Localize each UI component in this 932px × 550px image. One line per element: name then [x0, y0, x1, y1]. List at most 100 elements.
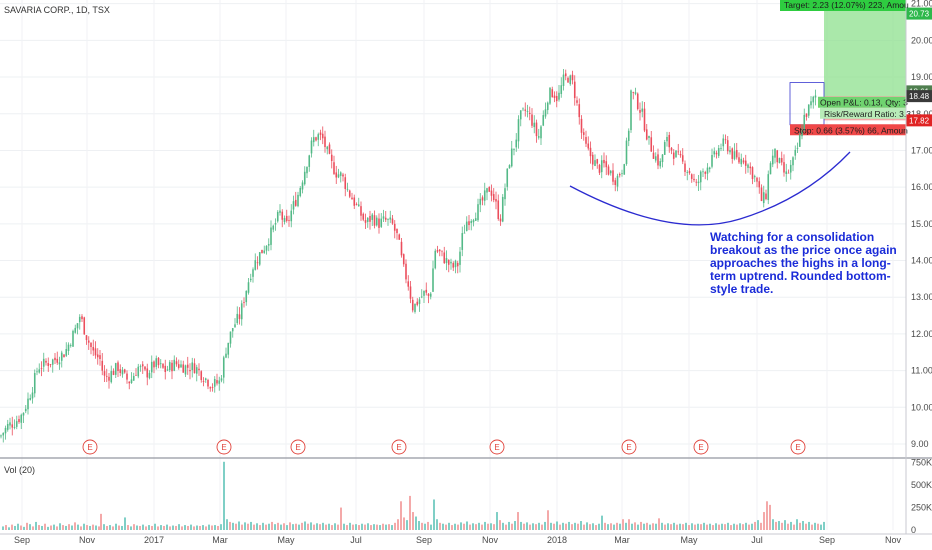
volume-bar	[478, 522, 480, 530]
earnings-marker-label: E	[396, 443, 401, 452]
candle-body	[137, 366, 140, 377]
volume-axis[interactable]: 750K 500K 250K 0	[911, 458, 932, 535]
target-zone[interactable]	[824, 1, 906, 97]
candle-body	[87, 340, 90, 343]
candle-body	[209, 387, 212, 389]
volume-bar	[142, 524, 144, 530]
candle-body	[42, 358, 45, 367]
candle-body	[45, 360, 47, 363]
volume-bar	[244, 522, 246, 530]
volume-bar	[646, 522, 648, 530]
volume-bar	[661, 522, 663, 530]
candle-body	[438, 249, 441, 252]
candle-body	[672, 152, 675, 159]
volume-bar	[298, 524, 300, 530]
price-axis[interactable]: 21.00 20.00 19.00 18.00 17.00 16.00 15.00 14.00…	[911, 0, 932, 449]
volume-bar	[17, 523, 19, 530]
candle-body	[690, 174, 693, 179]
volume-bar	[175, 525, 177, 530]
candle-body	[465, 221, 468, 231]
candle-body	[110, 371, 113, 383]
candle-body	[760, 187, 763, 202]
volume-bar	[466, 521, 468, 530]
candle-body	[74, 327, 77, 333]
earnings-marker[interactable]	[216, 439, 232, 455]
candle-body	[263, 250, 266, 253]
candle-body	[236, 313, 239, 324]
volume-bar	[769, 504, 771, 530]
candle-body	[58, 362, 61, 365]
volume-bar	[616, 522, 618, 530]
candle-body	[326, 146, 329, 150]
earnings-marker[interactable]	[290, 439, 306, 455]
candle-body	[105, 375, 108, 377]
candle-body	[753, 176, 756, 178]
rounded-bottom-curve[interactable]	[569, 151, 851, 226]
candle-body	[211, 387, 214, 388]
volume-bar	[268, 523, 270, 530]
candle-body	[531, 114, 533, 126]
volume-bar	[538, 522, 540, 530]
candle-body	[22, 412, 25, 416]
candle-body	[274, 223, 277, 225]
volume-bar	[757, 520, 759, 530]
candle-body	[564, 73, 567, 77]
time-tick-label: May	[680, 535, 698, 545]
candle-body	[40, 368, 43, 370]
volume-bar	[727, 522, 729, 530]
volume-bar	[295, 523, 297, 530]
candle-body	[389, 217, 392, 220]
candle-body	[114, 363, 117, 375]
candle-body	[81, 316, 83, 320]
candle-body	[227, 342, 230, 355]
volume-bar	[361, 523, 363, 530]
candle-body	[155, 358, 158, 367]
earnings-marker[interactable]	[489, 439, 505, 455]
time-axis[interactable]: Sep Nov 2017 Mar May Jul Sep Nov 2018 Mar May Jul Se…	[14, 535, 902, 545]
candle-body	[252, 269, 254, 277]
volume-bar	[23, 526, 25, 530]
candle-body	[623, 164, 626, 175]
earnings-marker-label: E	[494, 443, 499, 452]
earnings-marker[interactable]	[790, 439, 806, 455]
candle-body	[339, 172, 342, 176]
candle-body	[785, 171, 788, 174]
volume-bar	[703, 522, 705, 530]
price-tick-label: 17.00	[911, 145, 932, 155]
volume-bar	[220, 524, 222, 530]
volume-bar	[358, 525, 360, 530]
trade-annotation[interactable]: Watching for a consolidation breakout as …	[710, 230, 897, 296]
volume-tick-label: 750K	[911, 458, 932, 468]
volume-bar	[100, 513, 102, 530]
volume-bar	[277, 522, 279, 530]
long-position-tool[interactable]	[780, 0, 906, 136]
earnings-marker-label: E	[698, 443, 703, 452]
candle-body	[454, 260, 457, 268]
volume-bar	[520, 521, 522, 530]
candle-body	[258, 252, 261, 265]
volume-bar	[823, 521, 825, 530]
candle-body	[810, 101, 812, 106]
candle-body	[659, 161, 662, 167]
earnings-marker[interactable]	[391, 439, 407, 455]
volume-bar	[382, 523, 384, 530]
earnings-marker[interactable]	[621, 439, 637, 455]
time-tick-label: Jul	[751, 535, 763, 545]
earnings-marker[interactable]	[693, 439, 709, 455]
volume-bar	[655, 523, 657, 530]
volume-bar	[766, 501, 768, 530]
candle-body	[200, 371, 203, 381]
target-label: Target: 2.23 (12.07%) 223, Amou	[784, 0, 909, 10]
volume-bar	[475, 524, 477, 530]
candle-body	[589, 147, 592, 157]
candle-body	[382, 216, 385, 219]
volume-bar	[80, 526, 82, 530]
volume-bar	[190, 524, 192, 530]
candle-body	[699, 171, 702, 183]
candle-body	[216, 380, 218, 384]
earnings-marker-label: E	[87, 443, 92, 452]
candle-body	[787, 172, 790, 174]
earnings-marker[interactable]	[82, 439, 98, 455]
